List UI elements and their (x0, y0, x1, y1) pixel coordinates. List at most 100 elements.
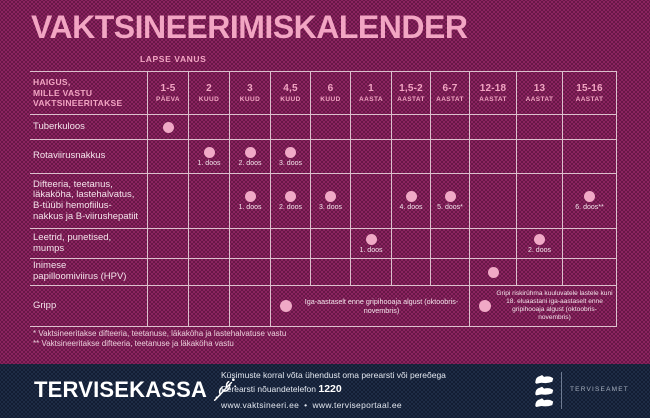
dose-cell (271, 228, 311, 258)
dose-cell (189, 114, 230, 139)
dose-label: 3. doos (319, 204, 342, 211)
dose-label: 4. doos (399, 204, 423, 211)
dose-dot (405, 191, 417, 202)
dose-label: 2. doos (528, 246, 551, 254)
dose-cell: 6. doos** (563, 173, 617, 228)
empty-cell (148, 285, 189, 327)
contact-line-3: www.vaktsineeri.ee • www.terviseportaal.ee (221, 400, 446, 410)
dose-cell (311, 114, 351, 139)
dose-dot (285, 191, 296, 202)
dose-cell (271, 114, 311, 139)
dose-cell: 2. doos (271, 173, 311, 228)
age-column-header: 13 AASTAT (517, 71, 563, 114)
terviseamet-label: TERVISEAMET (570, 386, 629, 393)
dose-cell: 1. doos (230, 173, 271, 228)
gripp-note-text: Gripi riskirühma kuuluvatele lastele kun… (496, 289, 613, 322)
dose-dot (325, 191, 336, 202)
footnote-2: ** Vaktsineeritakse difteeria, teetanuse… (33, 339, 234, 348)
contact-info: Küsimuste korral võta ühendust oma perea… (221, 370, 446, 410)
dose-cell (563, 258, 617, 285)
dose-cell (470, 258, 517, 285)
dose-cell (351, 173, 392, 228)
dose-cell (189, 258, 230, 285)
dose-cell (311, 228, 351, 258)
dose-cell (148, 139, 189, 173)
dose-cell (431, 258, 470, 285)
age-column-header: 15-16 AASTAT (563, 71, 617, 114)
dose-cell (470, 173, 517, 228)
dose-cell (230, 114, 271, 139)
vaccination-table: HAIGUS, MILLE VASTU VAKTSINEERITAKSE 1-5 PÄE… (30, 71, 617, 327)
dose-cell: 4. doos (392, 173, 431, 228)
dose-dot (280, 300, 292, 312)
table-corner-header: HAIGUS, MILLE VASTU VAKTSINEERITAKSE (30, 71, 148, 114)
dose-cell (431, 114, 470, 139)
dose-cell (230, 228, 271, 258)
dose-cell (271, 258, 311, 285)
disease-name: Inimese papilloomiviirus (HPV) (30, 258, 148, 285)
dose-cell (392, 114, 431, 139)
gripp-note-cell: Gripi riskirühma kuuluvatele lastele kun… (470, 285, 617, 327)
url-separator-bullet: • (304, 399, 308, 410)
vaktsineeri-url: www.vaktsineeri.ee (221, 399, 300, 410)
footnote-1: * Vaktsineeritakse difteeria, teetanuse,… (33, 329, 287, 338)
dose-cell (148, 173, 189, 228)
dose-cell (563, 228, 617, 258)
dose-cell: 5. doos* (431, 173, 470, 228)
contact-line-1: Küsimuste korral võta ühendust oma perea… (221, 370, 446, 380)
dose-cell (563, 139, 617, 173)
dose-cell (431, 139, 470, 173)
dose-dot (244, 146, 256, 158)
dose-label: 2. doos (279, 204, 302, 211)
dose-dot (162, 121, 174, 133)
page-title: VAKTSINEERIMISKALENDER (31, 9, 468, 45)
age-column-header: 4,5 KUUD (271, 71, 311, 114)
tervisekassa-logo: TERVISEKASSA (34, 376, 238, 404)
dose-cell (311, 139, 351, 173)
dose-label: 1. doos (197, 159, 221, 167)
dose-cell (517, 173, 563, 228)
dose-cell (392, 139, 431, 173)
age-column-header: 1-5 PÄEVA (148, 71, 189, 114)
dose-cell: 2. doos (230, 139, 271, 173)
dose-cell (392, 258, 431, 285)
dose-cell (148, 228, 189, 258)
dose-cell (517, 139, 563, 173)
age-column-header: 12-18 AASTAT (470, 71, 517, 114)
dose-label: 2. doos (238, 159, 262, 167)
dose-label: 5. doos* (437, 204, 463, 211)
sprig-icon (214, 378, 237, 402)
dose-cell: 1. doos (189, 139, 230, 173)
dose-cell (148, 258, 189, 285)
dose-cell (470, 228, 517, 258)
dose-dot (285, 146, 296, 158)
age-column-header: 1,5-2 AASTAT (392, 71, 431, 114)
dose-dot (203, 146, 215, 158)
empty-cell (189, 285, 230, 327)
empty-cell (230, 285, 271, 327)
dose-cell: 2. doos (517, 228, 563, 258)
dose-label: 6. doos** (575, 204, 604, 211)
dose-cell (351, 114, 392, 139)
estonia-coat-of-arms-icon (535, 374, 554, 408)
disease-name: Difteeria, teetanus, läkaköha, lastehalva… (30, 173, 148, 228)
dose-cell (517, 258, 563, 285)
phone-number: 1220 (318, 382, 342, 395)
footer-bar: TERVISEKASSA Küsimuste korral võta ühend… (0, 364, 650, 418)
dose-label: 1. doos (238, 204, 262, 211)
dose-cell: 3. doos (271, 139, 311, 173)
dose-label: 1. doos (359, 246, 383, 254)
dose-dot (487, 266, 499, 278)
age-axis-label: LAPSE VANUS (140, 54, 207, 64)
gripp-note-cell: Iga-aastaselt enne gripihooaja algust (o… (271, 285, 470, 327)
dose-cell (392, 228, 431, 258)
footer-divider (561, 372, 562, 409)
age-column-header: 6-7 AASTAT (431, 71, 470, 114)
contact-line-2: Perearsti nõuandetelefon 1220 (221, 383, 446, 395)
dose-cell (351, 139, 392, 173)
age-column-header: 3 KUUD (230, 71, 271, 114)
dose-dot (244, 191, 256, 202)
dose-cell (563, 114, 617, 139)
age-column-header: 6 KUUD (311, 71, 351, 114)
